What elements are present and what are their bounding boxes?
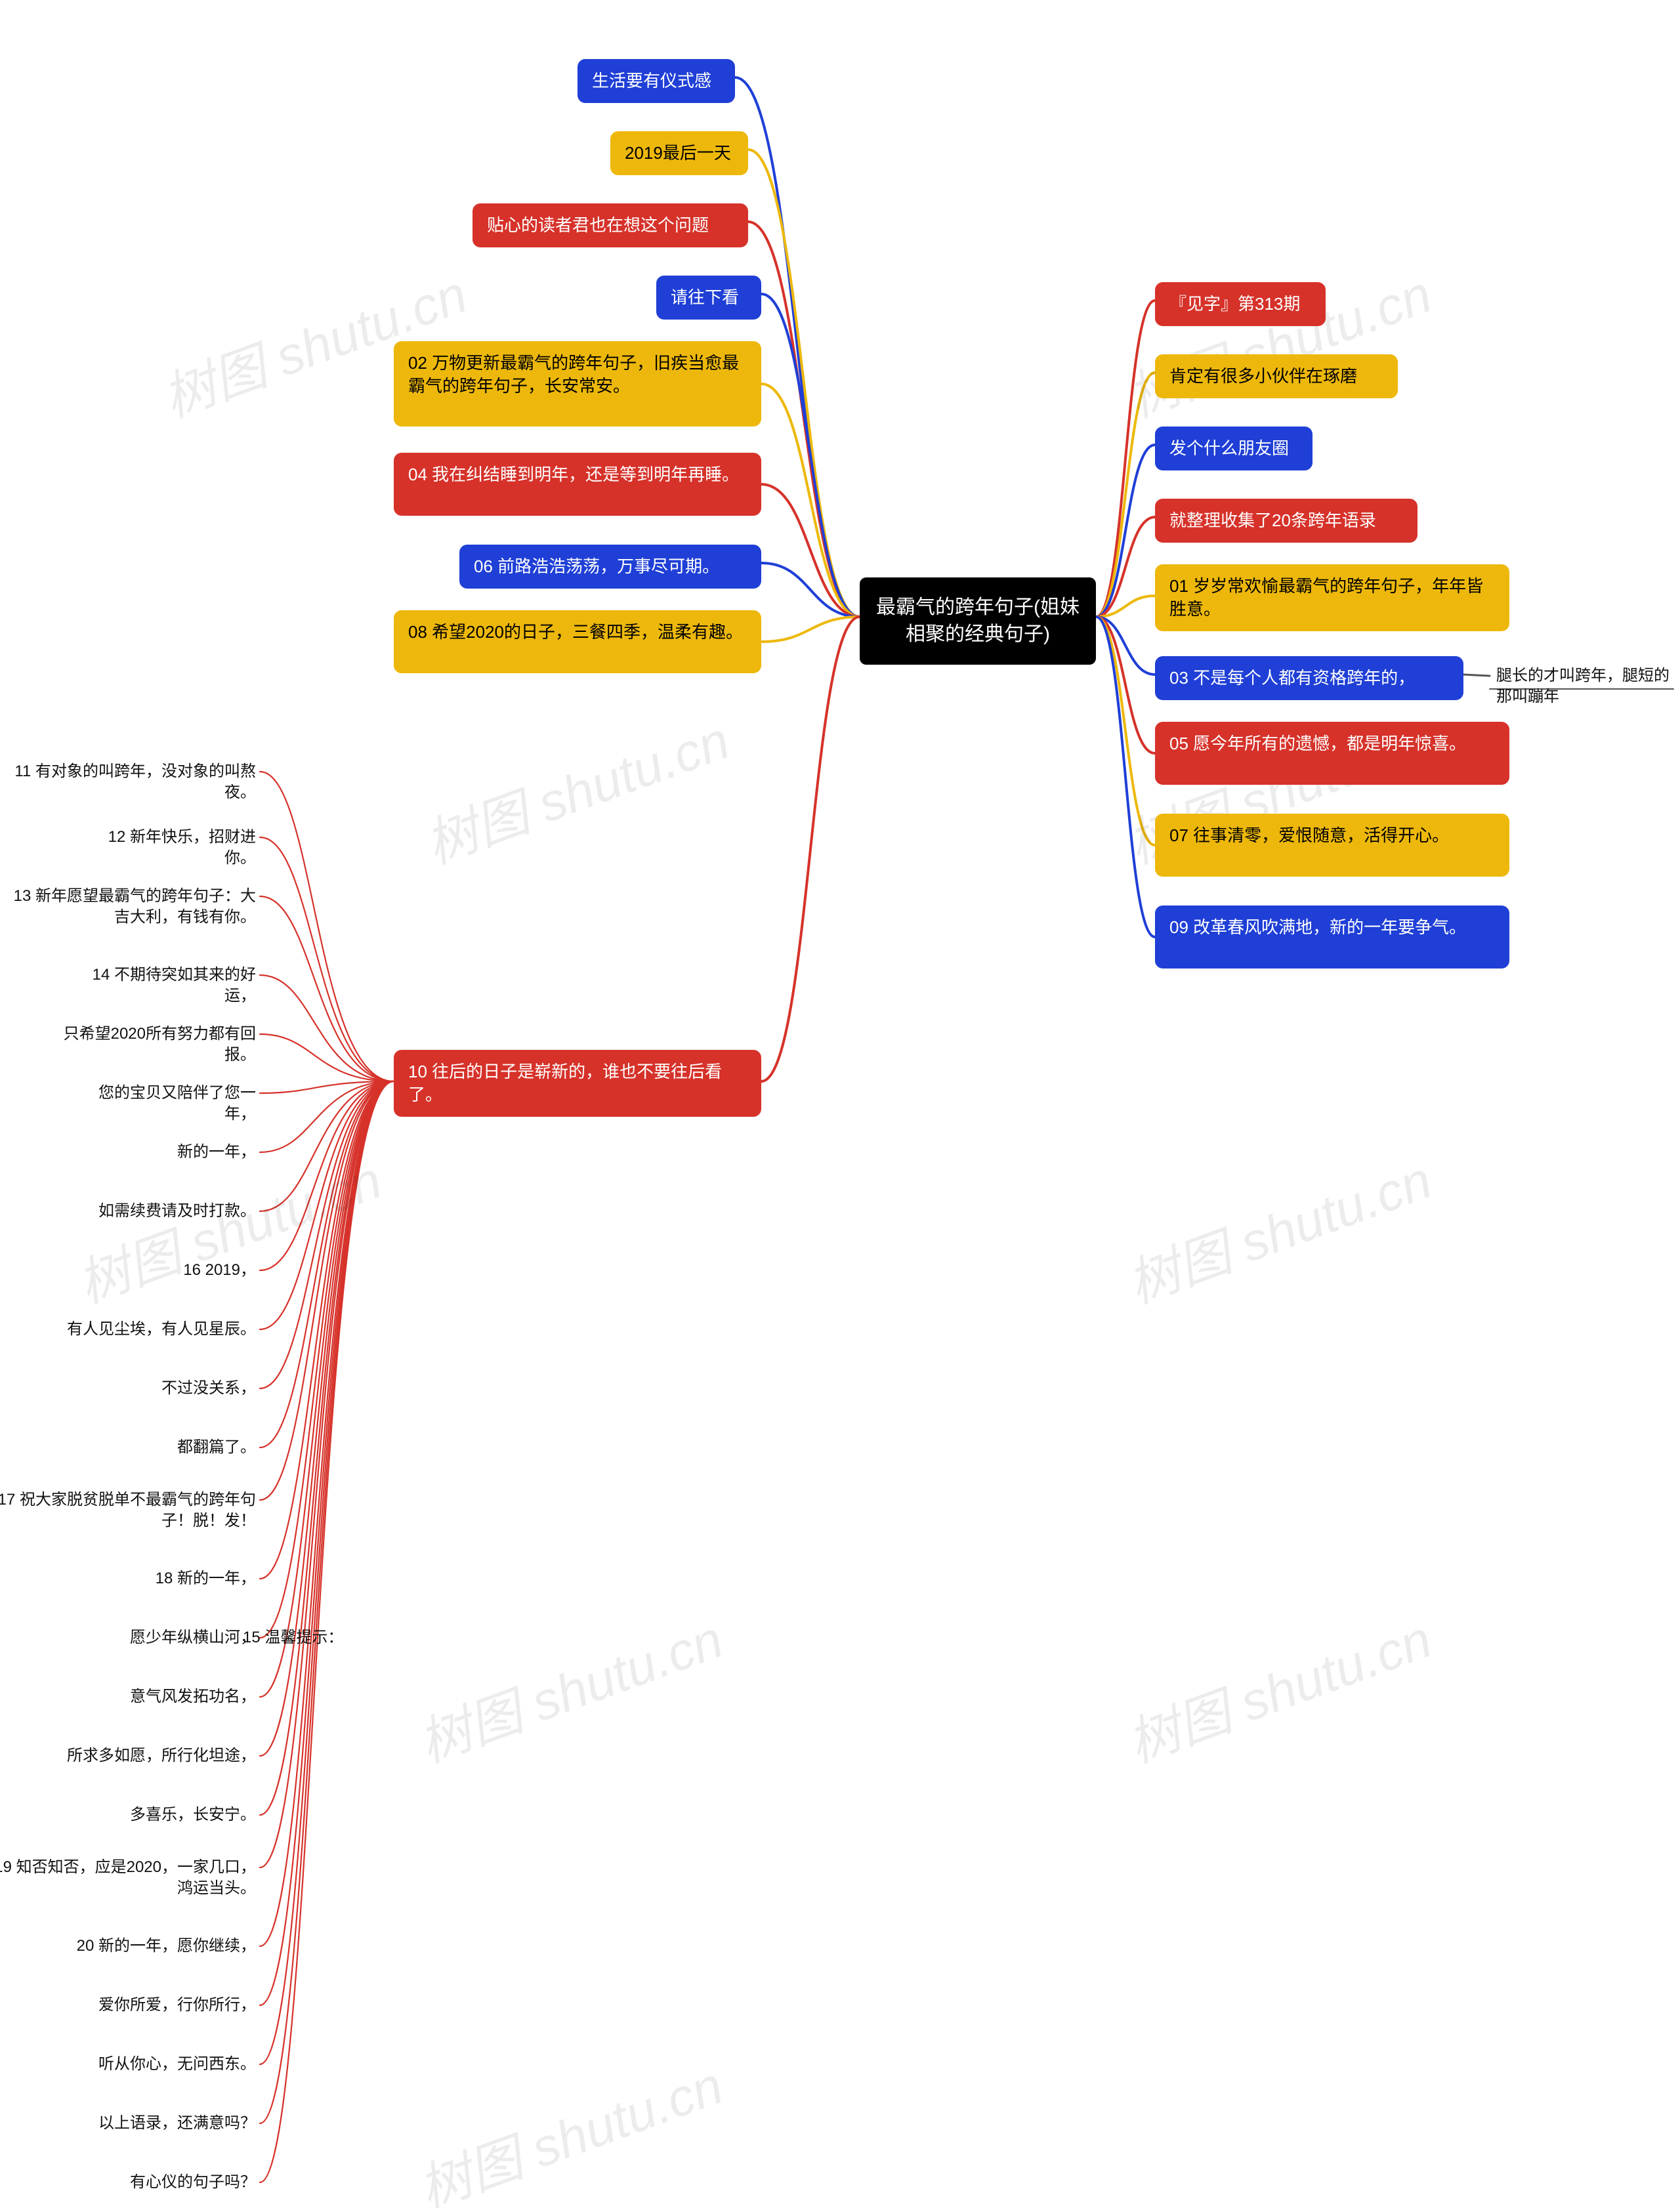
mindmap-node[interactable]: 贴心的读者君也在想这个问题 [472,203,748,247]
mindmap-stage: 树图 shutu.cn 树图 shutu.cn 树图 shutu.cn 树图 shut… [0,0,1680,2208]
mindmap-leaf: 多喜乐，长安宁。 [118,1804,256,1825]
mindmap-node[interactable]: 02 万物更新最霸气的跨年句子，旧疾当愈最霸气的跨年句子，长安常安。 [394,341,761,427]
mindmap-leaf: 有人见尘埃，有人见星辰。 [66,1319,256,1340]
mindmap-leaf: 11 有对象的叫跨年，没对象的叫熬夜。 [7,761,256,804]
mindmap-leaf: 14 不期待突如其来的好运， [72,965,256,1007]
mindmap-node[interactable]: 就整理收集了20条跨年语录 [1155,499,1418,543]
watermark: 树图 shutu.cn [1116,252,1440,432]
mindmap-leaf: 20 新的一年，愿你继续， [72,1936,256,1957]
watermark: 树图 shutu.cn [413,698,738,879]
mindmap-node[interactable]: 『见字』第313期 [1155,282,1326,326]
mindmap-node[interactable]: 04 我在纠结睡到明年，还是等到明年再睡。 [394,453,761,516]
mindmap-leaf: 听从你心，无问西东。 [92,2054,256,2075]
mindmap-leaf: 18 新的一年， [151,1568,256,1589]
mindmap-leaf: 您的宝贝又陪伴了您一年， [72,1083,256,1125]
mindmap-node[interactable]: 生活要有仪式感 [578,59,735,103]
mindmap-node[interactable]: 10 往后的日子是崭新的，谁也不要往后看了。 [394,1050,761,1117]
mindmap-node[interactable]: 08 希望2020的日子，三餐四季，温柔有趣。 [394,610,761,673]
mindmap-node[interactable]: 01 岁岁常欢愉最霸气的跨年句子，年年皆胜意。 [1155,564,1509,631]
mindmap-node[interactable]: 07 往事清零，爱恨随意，活得开心。 [1155,814,1509,877]
mindmap-leaf: 17 祝大家脱贫脱单不最霸气的跨年句子！脱！发！ [0,1489,256,1532]
mindmap-leaf: 以上语录，还满意吗？ [92,2113,256,2134]
mindmap-leaf: 12 新年快乐，招财进你。 [85,827,256,869]
mindmap-node[interactable]: 09 改革春风吹满地，新的一年要争气。 [1155,906,1509,969]
mindmap-leaf: 腿长的才叫跨年，腿短的那叫蹦年 [1496,665,1673,708]
mindmap-leaf: 都翻篇了。 [171,1437,256,1458]
mindmap-leaf: 意气风发拓功名， [118,1686,256,1707]
mindmap-leaf: 爱你所爱，行你所行， [92,1995,256,2016]
watermark: 树图 shutu.cn [407,1597,732,1778]
mindmap-leaf: 新的一年， [164,1142,256,1163]
mindmap-leaf: 有心仪的句子吗？ [125,2172,256,2193]
mindmap-leaf: 13 新年愿望最霸气的跨年句子：大吉大利，有钱有你。 [7,886,256,928]
mindmap-node[interactable]: 请往下看 [656,276,761,320]
mindmap-leaf: 如需续费请及时打款。 [98,1201,256,1222]
mindmap-leaf: 愿少年纵横山河， [118,1627,256,1648]
mindmap-leaf: 15 温馨提示： [243,1627,361,1648]
mindmap-node[interactable]: 03 不是每个人都有资格跨年的， [1155,656,1463,700]
mindmap-node[interactable]: 发个什么朋友圈 [1155,427,1312,470]
mindmap-leaf: 所求多如愿，所行化坦途， [66,1745,256,1766]
watermark: 树图 shutu.cn [1116,1138,1440,1318]
mindmap-leaf: 只希望2020所有努力都有回报。 [39,1024,256,1066]
mindmap-leaf: 19 知否知否，应是2020，一家几口，鸿运当头。 [0,1857,256,1900]
mindmap-root[interactable]: 最霸气的跨年句子(姐妹相聚的经典句子) [860,577,1096,665]
mindmap-node[interactable]: 06 前路浩浩荡荡，万事尽可期。 [459,545,761,589]
mindmap-node[interactable]: 肯定有很多小伙伴在琢磨 [1155,354,1398,398]
watermark: 树图 shutu.cn [407,2043,732,2208]
mindmap-leaf: 不过没关系， [151,1378,256,1399]
watermark: 树图 shutu.cn [1116,1597,1440,1778]
mindmap-leaf: 16 2019， [177,1260,256,1281]
mindmap-node[interactable]: 2019最后一天 [610,131,748,175]
mindmap-node[interactable]: 05 愿今年所有的遗憾，都是明年惊喜。 [1155,722,1509,785]
watermark: 树图 shutu.cn [66,1138,390,1318]
